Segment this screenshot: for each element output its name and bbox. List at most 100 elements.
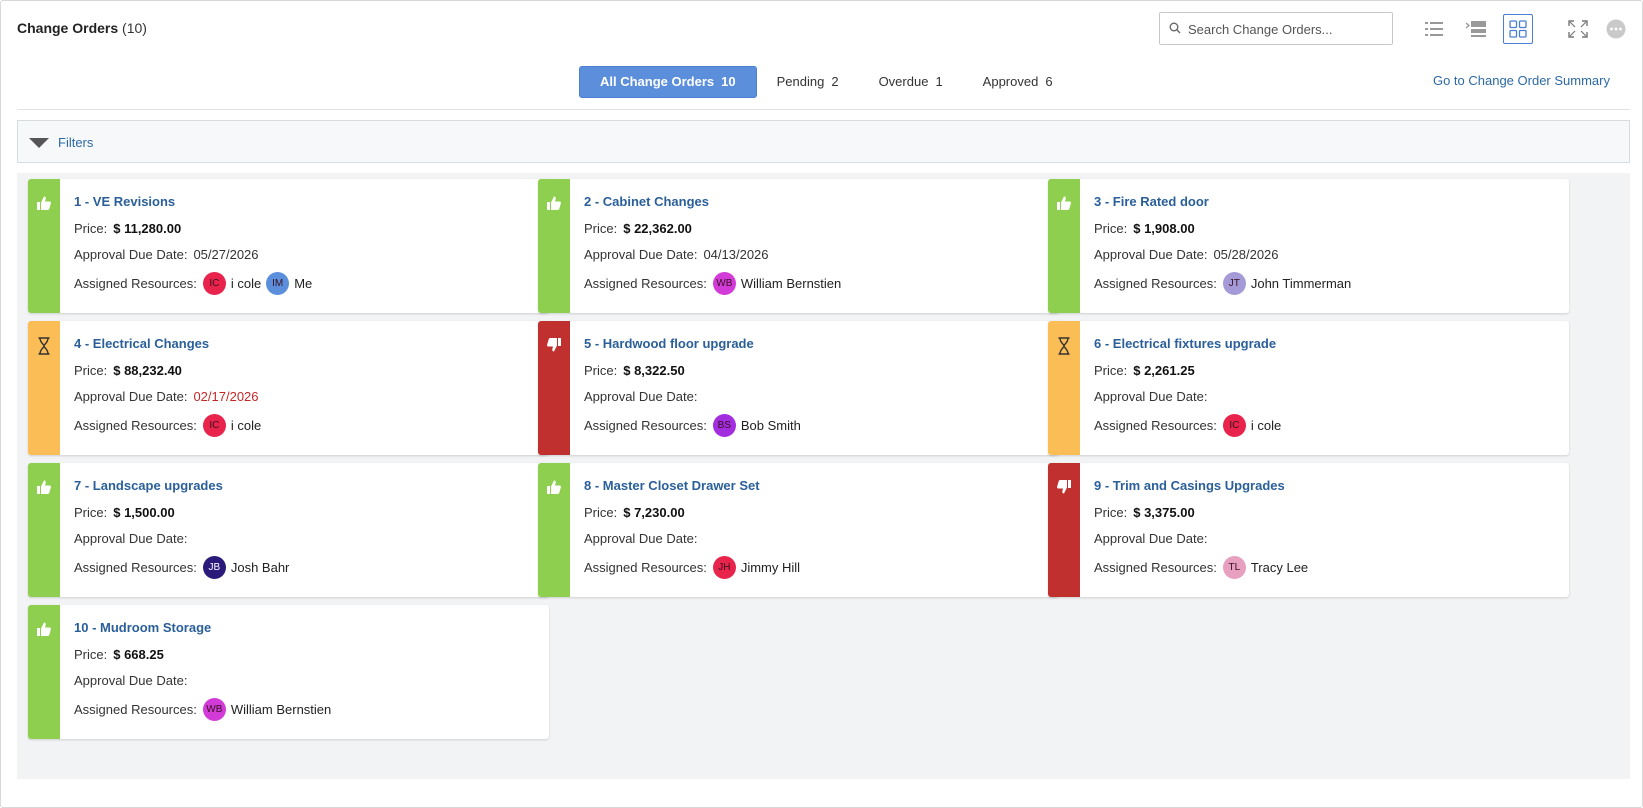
avatar[interactable]: IC: [202, 414, 226, 437]
page-title-count: (10): [122, 20, 147, 36]
thumbs-up-icon: [36, 479, 52, 597]
due-date-row: Approval Due Date:: [74, 531, 193, 546]
due-date-label: Approval Due Date:: [1094, 531, 1208, 546]
change-order-card[interactable]: 9 - Trim and Casings Upgrades Price: $ 3,3…: [1048, 463, 1569, 597]
filters-bar[interactable]: Filters: [17, 120, 1630, 163]
due-date-value: 02/17/2026: [193, 389, 259, 404]
grid-view-icon: [1509, 20, 1527, 38]
change-order-card[interactable]: 7 - Landscape upgrades Price: $ 1,500.00 Ap…: [28, 463, 549, 597]
change-order-title-link[interactable]: 2 - Cabinet Changes: [584, 194, 709, 209]
price-row: Price: $ 668.25: [74, 647, 164, 662]
tab-count: 6: [1045, 74, 1053, 89]
hourglass-icon: [1057, 337, 1071, 455]
search-box[interactable]: [1159, 12, 1393, 45]
status-stripe-pending: [1048, 321, 1080, 455]
grid-view-button[interactable]: [1503, 14, 1533, 44]
tab-pending[interactable]: Pending 2: [757, 66, 859, 98]
assigned-resources-label: Assigned Resources:: [74, 418, 197, 433]
price-label: Price:: [1094, 221, 1128, 236]
change-order-card[interactable]: 8 - Master Closet Drawer Set Price: $ 7,23…: [538, 463, 1059, 597]
avatar[interactable]: TL: [1222, 556, 1246, 579]
tab-label: Approved: [982, 74, 1039, 89]
avatar[interactable]: JB: [202, 556, 226, 579]
change-order-card[interactable]: 10 - Mudroom Storage Price: $ 668.25 Approv…: [28, 605, 549, 739]
change-order-title-link[interactable]: 1 - VE Revisions: [74, 194, 176, 209]
change-order-card[interactable]: 6 - Electrical fixtures upgrade Price: $ 2…: [1048, 321, 1569, 455]
assigned-resources-row: Assigned Resources: JH Jimmy Hill: [584, 556, 805, 579]
resource-name: William Bernstien: [740, 276, 842, 291]
price-row: Price: $ 1,908.00: [1094, 221, 1195, 236]
avatar[interactable]: IC: [1222, 414, 1246, 437]
avatar[interactable]: WB: [712, 272, 736, 295]
status-stripe-rejected: [538, 321, 570, 455]
assigned-resources-label: Assigned Resources:: [74, 702, 197, 717]
thumbs-up-icon: [546, 195, 562, 313]
avatar[interactable]: WB: [202, 698, 226, 721]
avatar[interactable]: JT: [1222, 272, 1246, 295]
avatar[interactable]: IC: [202, 272, 226, 295]
split-view-button[interactable]: [1461, 14, 1491, 44]
price-label: Price:: [584, 221, 618, 236]
change-order-card[interactable]: 4 - Electrical Changes Price: $ 88,232.40 A…: [28, 321, 549, 455]
due-date-row: Approval Due Date:: [1094, 389, 1213, 404]
more-options-button[interactable]: [1601, 14, 1631, 44]
search-icon: [1169, 22, 1181, 34]
tab-count: 10: [721, 74, 736, 89]
avatar[interactable]: BS: [712, 414, 736, 437]
assigned-resources-label: Assigned Resources:: [1094, 418, 1217, 433]
avatar[interactable]: IM: [266, 272, 290, 295]
price-value: $ 7,230.00: [623, 505, 685, 520]
list-view-button[interactable]: [1419, 14, 1449, 44]
due-date-label: Approval Due Date:: [584, 531, 698, 546]
assigned-resources-row: Assigned Resources: IC i cole IM Me: [74, 272, 317, 295]
price-label: Price:: [74, 647, 108, 662]
due-date-row: Approval Due Date: 02/17/2026: [74, 389, 259, 404]
price-value: $ 11,280.00: [113, 221, 182, 236]
status-stripe-approved: [538, 463, 570, 597]
tab-all-change-orders[interactable]: All Change Orders 10: [579, 65, 757, 98]
due-date-row: Approval Due Date: 05/28/2026: [1094, 247, 1279, 262]
resource-name: William Bernstien: [230, 702, 332, 717]
change-order-card[interactable]: 5 - Hardwood floor upgrade Price: $ 8,322.…: [538, 321, 1059, 455]
fullscreen-button[interactable]: [1563, 14, 1593, 44]
more-options-icon: [1606, 19, 1626, 39]
fullscreen-icon: [1568, 20, 1588, 38]
change-order-title-link[interactable]: 7 - Landscape upgrades: [74, 478, 223, 493]
due-date-label: Approval Due Date:: [1094, 247, 1208, 262]
assigned-resources-label: Assigned Resources:: [74, 276, 197, 291]
assigned-resources-row: Assigned Resources: JB Josh Bahr: [74, 556, 294, 579]
change-order-title-link[interactable]: 5 - Hardwood floor upgrade: [584, 336, 754, 351]
change-order-title-link[interactable]: 4 - Electrical Changes: [74, 336, 210, 351]
change-order-title-link[interactable]: 3 - Fire Rated door: [1094, 194, 1209, 209]
change-order-title-link[interactable]: 9 - Trim and Casings Upgrades: [1094, 478, 1285, 493]
change-order-summary-link[interactable]: Go to Change Order Summary: [1432, 73, 1610, 88]
tab-approved[interactable]: Approved 6: [963, 66, 1073, 98]
caret-down-icon[interactable]: [29, 138, 49, 148]
status-stripe-approved: [28, 463, 60, 597]
change-order-card[interactable]: 2 - Cabinet Changes Price: $ 22,362.00 Appr…: [538, 179, 1059, 313]
status-stripe-approved: [538, 179, 570, 313]
due-date-label: Approval Due Date:: [584, 247, 698, 262]
change-order-title-link[interactable]: 6 - Electrical fixtures upgrade: [1094, 336, 1277, 351]
resource-name: Josh Bahr: [230, 560, 290, 575]
avatar[interactable]: JH: [712, 556, 736, 579]
thumbs-up-icon: [546, 479, 562, 597]
change-order-card[interactable]: 1 - VE Revisions Price: $ 11,280.00 Approva…: [28, 179, 549, 313]
change-order-title-link[interactable]: 8 - Master Closet Drawer Set: [584, 478, 760, 493]
price-value: $ 22,362.00: [623, 221, 692, 236]
change-order-title-link[interactable]: 10 - Mudroom Storage: [74, 620, 212, 635]
due-date-value: 05/27/2026: [193, 247, 259, 262]
price-row: Price: $ 2,261.25: [1094, 363, 1195, 378]
due-date-value: 04/13/2026: [703, 247, 769, 262]
price-row: Price: $ 11,280.00: [74, 221, 181, 236]
price-value: $ 2,261.25: [1133, 363, 1195, 378]
resource-name: John Timmerman: [1250, 276, 1352, 291]
price-row: Price: $ 8,322.50: [584, 363, 685, 378]
price-value: $ 88,232.40: [113, 363, 182, 378]
tab-overdue[interactable]: Overdue 1: [859, 66, 963, 98]
change-order-card[interactable]: 3 - Fire Rated door Price: $ 1,908.00 Appro…: [1048, 179, 1569, 313]
filters-label[interactable]: Filters: [58, 135, 94, 150]
search-input[interactable]: [1188, 19, 1388, 39]
resource-name: i cole: [230, 418, 262, 433]
